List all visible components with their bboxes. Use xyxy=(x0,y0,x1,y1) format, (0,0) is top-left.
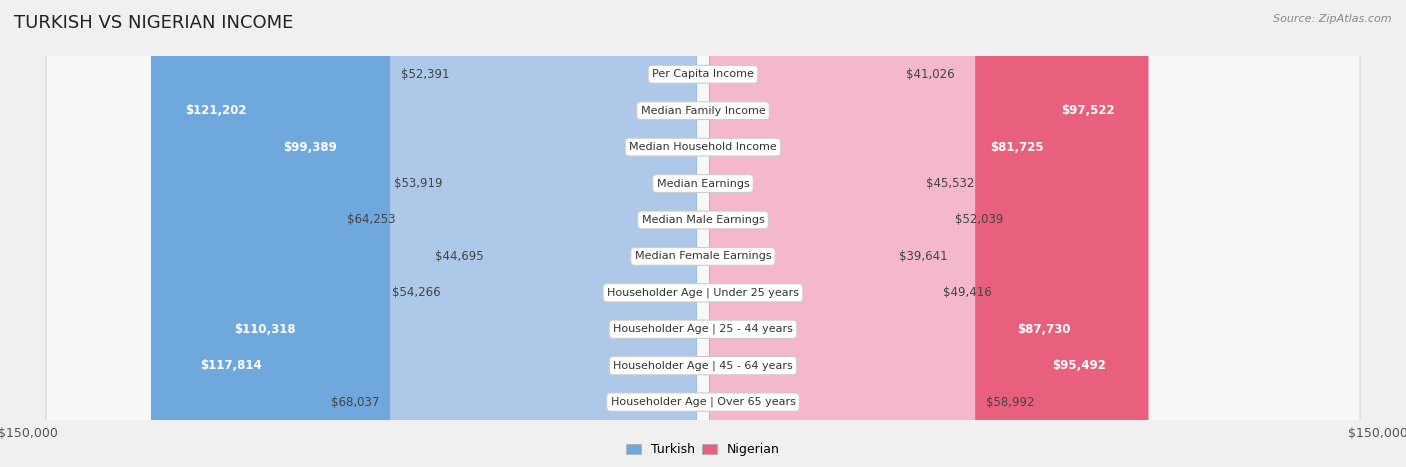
Text: $87,730: $87,730 xyxy=(1017,323,1071,336)
Text: Median Earnings: Median Earnings xyxy=(657,178,749,189)
FancyBboxPatch shape xyxy=(495,0,696,467)
Text: $49,416: $49,416 xyxy=(943,286,993,299)
Text: $68,037: $68,037 xyxy=(330,396,378,409)
Text: Householder Age | 45 - 64 years: Householder Age | 45 - 64 years xyxy=(613,361,793,371)
FancyBboxPatch shape xyxy=(46,0,1360,467)
FancyBboxPatch shape xyxy=(710,0,1139,467)
Text: $117,814: $117,814 xyxy=(200,359,262,372)
FancyBboxPatch shape xyxy=(46,0,1360,467)
Text: $52,039: $52,039 xyxy=(955,213,1004,226)
Text: Householder Age | 25 - 44 years: Householder Age | 25 - 44 years xyxy=(613,324,793,334)
Text: $95,492: $95,492 xyxy=(1052,359,1105,372)
FancyBboxPatch shape xyxy=(200,0,696,467)
FancyBboxPatch shape xyxy=(46,0,1360,467)
FancyBboxPatch shape xyxy=(150,0,696,467)
Text: $41,026: $41,026 xyxy=(905,68,955,81)
Text: $54,266: $54,266 xyxy=(392,286,441,299)
FancyBboxPatch shape xyxy=(46,0,1360,467)
FancyBboxPatch shape xyxy=(710,0,915,467)
FancyBboxPatch shape xyxy=(46,0,1360,467)
FancyBboxPatch shape xyxy=(166,0,696,467)
Text: TURKISH VS NIGERIAN INCOME: TURKISH VS NIGERIAN INCOME xyxy=(14,14,294,32)
Text: $99,389: $99,389 xyxy=(283,141,336,154)
Text: Householder Age | Over 65 years: Householder Age | Over 65 years xyxy=(610,397,796,407)
Text: $39,641: $39,641 xyxy=(900,250,948,263)
Text: $58,992: $58,992 xyxy=(987,396,1035,409)
FancyBboxPatch shape xyxy=(710,0,976,467)
FancyBboxPatch shape xyxy=(46,0,1360,467)
FancyBboxPatch shape xyxy=(46,0,1360,467)
Text: $121,202: $121,202 xyxy=(184,104,246,117)
FancyBboxPatch shape xyxy=(249,0,696,467)
FancyBboxPatch shape xyxy=(710,0,894,467)
Text: $110,318: $110,318 xyxy=(233,323,295,336)
FancyBboxPatch shape xyxy=(710,0,1105,467)
FancyBboxPatch shape xyxy=(710,0,943,467)
FancyBboxPatch shape xyxy=(461,0,696,467)
Text: $44,695: $44,695 xyxy=(436,250,484,263)
FancyBboxPatch shape xyxy=(454,0,696,467)
FancyBboxPatch shape xyxy=(710,0,932,467)
FancyBboxPatch shape xyxy=(453,0,696,467)
Text: Householder Age | Under 25 years: Householder Age | Under 25 years xyxy=(607,288,799,298)
FancyBboxPatch shape xyxy=(389,0,696,467)
FancyBboxPatch shape xyxy=(710,0,1149,467)
FancyBboxPatch shape xyxy=(710,0,1077,467)
Text: Per Capita Income: Per Capita Income xyxy=(652,69,754,79)
Text: $52,391: $52,391 xyxy=(401,68,450,81)
FancyBboxPatch shape xyxy=(46,0,1360,467)
FancyBboxPatch shape xyxy=(408,0,696,467)
Text: Median Household Income: Median Household Income xyxy=(628,142,778,152)
Text: Median Family Income: Median Family Income xyxy=(641,106,765,116)
Legend: Turkish, Nigerian: Turkish, Nigerian xyxy=(621,439,785,461)
Text: $64,253: $64,253 xyxy=(347,213,396,226)
Text: $45,532: $45,532 xyxy=(927,177,974,190)
Text: Source: ZipAtlas.com: Source: ZipAtlas.com xyxy=(1274,14,1392,24)
Text: Median Female Earnings: Median Female Earnings xyxy=(634,251,772,262)
Text: Median Male Earnings: Median Male Earnings xyxy=(641,215,765,225)
FancyBboxPatch shape xyxy=(46,0,1360,467)
Text: $81,725: $81,725 xyxy=(990,141,1043,154)
FancyBboxPatch shape xyxy=(710,0,889,467)
Text: $53,919: $53,919 xyxy=(394,177,443,190)
Text: $97,522: $97,522 xyxy=(1062,104,1115,117)
FancyBboxPatch shape xyxy=(46,0,1360,467)
